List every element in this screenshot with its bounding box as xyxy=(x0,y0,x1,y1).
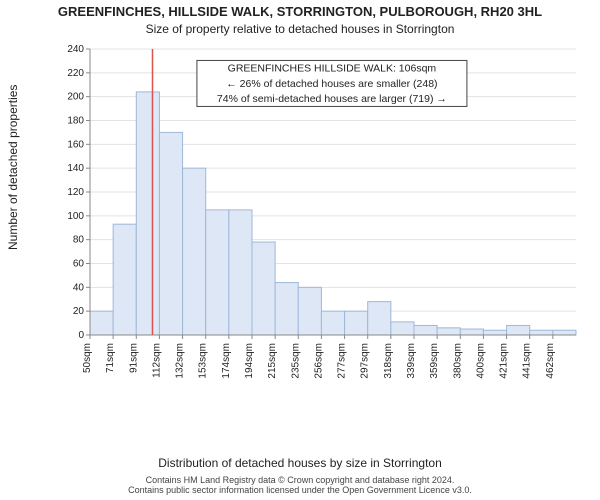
x-tick-label: 256sqm xyxy=(313,343,324,379)
footnote: Contains HM Land Registry data © Crown c… xyxy=(0,476,600,496)
x-tick-label: 380sqm xyxy=(452,343,463,379)
x-tick-label: 50sqm xyxy=(82,343,93,373)
histogram-bar xyxy=(136,92,159,335)
y-tick-label: 220 xyxy=(67,68,84,79)
footnote-line-2: Contains public sector information licen… xyxy=(128,485,472,495)
histogram-bar xyxy=(507,325,530,335)
histogram-bar xyxy=(298,287,321,335)
y-tick-label: 180 xyxy=(67,116,84,127)
histogram-bar xyxy=(183,168,206,335)
x-tick-label: 132sqm xyxy=(175,343,186,379)
x-tick-label: 112sqm xyxy=(151,343,162,378)
x-tick-label: 441sqm xyxy=(522,343,533,379)
x-tick-label: 277sqm xyxy=(337,343,348,379)
x-axis: 50sqm 71sqm 91sqm 112sqm 132sqm 153sqm 174sqm 1… xyxy=(82,335,556,379)
x-axis-label: Distribution of detached houses by size … xyxy=(0,456,600,470)
histogram-bar xyxy=(530,330,553,335)
y-axis: 0 20 40 60 80 100 120 140 160 180 200 220 240 xyxy=(67,45,90,341)
chart-title-sub: Size of property relative to detached ho… xyxy=(0,22,600,36)
bars xyxy=(90,92,576,335)
histogram-bar xyxy=(483,330,506,335)
footnote-line-1: Contains HM Land Registry data © Crown c… xyxy=(146,475,455,485)
histogram-bar xyxy=(90,311,113,335)
histogram-bar xyxy=(414,325,437,335)
y-tick-label: 240 xyxy=(67,45,84,55)
y-tick-label: 80 xyxy=(73,235,85,246)
x-tick-label: 400sqm xyxy=(475,343,486,379)
histogram-bar xyxy=(159,132,182,335)
annotation-line: ← 26% of detached houses are smaller (24… xyxy=(226,78,437,90)
histogram-bar xyxy=(252,242,275,335)
x-tick-label: 359sqm xyxy=(429,343,440,379)
histogram-bar xyxy=(553,330,576,335)
x-tick-label: 339sqm xyxy=(406,343,417,379)
x-tick-label: 215sqm xyxy=(267,343,278,379)
chart-title-main: GREENFINCHES, HILLSIDE WALK, STORRINGTON… xyxy=(0,4,600,19)
histogram-bar xyxy=(368,302,391,335)
x-tick-label: 421sqm xyxy=(499,343,510,379)
y-tick-label: 160 xyxy=(67,139,84,150)
annotation-line: GREENFINCHES HILLSIDE WALK: 106sqm xyxy=(228,62,437,74)
x-tick-label: 153sqm xyxy=(198,343,209,379)
histogram-bar xyxy=(321,311,344,335)
y-tick-label: 140 xyxy=(67,163,84,174)
y-tick-label: 40 xyxy=(73,282,85,293)
y-tick-label: 20 xyxy=(73,306,85,317)
histogram-bar xyxy=(275,283,298,335)
x-tick-label: 462sqm xyxy=(545,343,556,379)
y-tick-label: 200 xyxy=(67,92,84,103)
y-tick-label: 120 xyxy=(67,187,84,198)
y-tick-label: 60 xyxy=(73,259,85,270)
x-tick-label: 235sqm xyxy=(290,343,301,379)
histogram-svg: 0 20 40 60 80 100 120 140 160 180 200 220 240 50sqm 71… xyxy=(60,45,580,395)
y-tick-label: 100 xyxy=(67,211,84,222)
x-tick-label: 297sqm xyxy=(360,343,371,379)
histogram-bar xyxy=(229,210,252,335)
histogram-bar xyxy=(345,311,368,335)
histogram-bar xyxy=(113,224,136,335)
annotation-line: 74% of semi-detached houses are larger (… xyxy=(217,93,447,105)
x-tick-label: 71sqm xyxy=(105,343,116,373)
histogram-bar xyxy=(437,328,460,335)
x-tick-label: 174sqm xyxy=(221,343,232,379)
histogram-bar xyxy=(206,210,229,335)
histogram-plot: 0 20 40 60 80 100 120 140 160 180 200 220 240 50sqm 71… xyxy=(60,45,580,395)
x-tick-label: 91sqm xyxy=(128,343,139,373)
y-axis-label: Number of detached properties xyxy=(6,85,20,250)
histogram-bar xyxy=(460,329,483,335)
y-tick-label: 0 xyxy=(78,330,84,341)
histogram-bar xyxy=(391,322,414,335)
x-tick-label: 194sqm xyxy=(244,343,255,379)
x-tick-label: 318sqm xyxy=(383,343,394,379)
